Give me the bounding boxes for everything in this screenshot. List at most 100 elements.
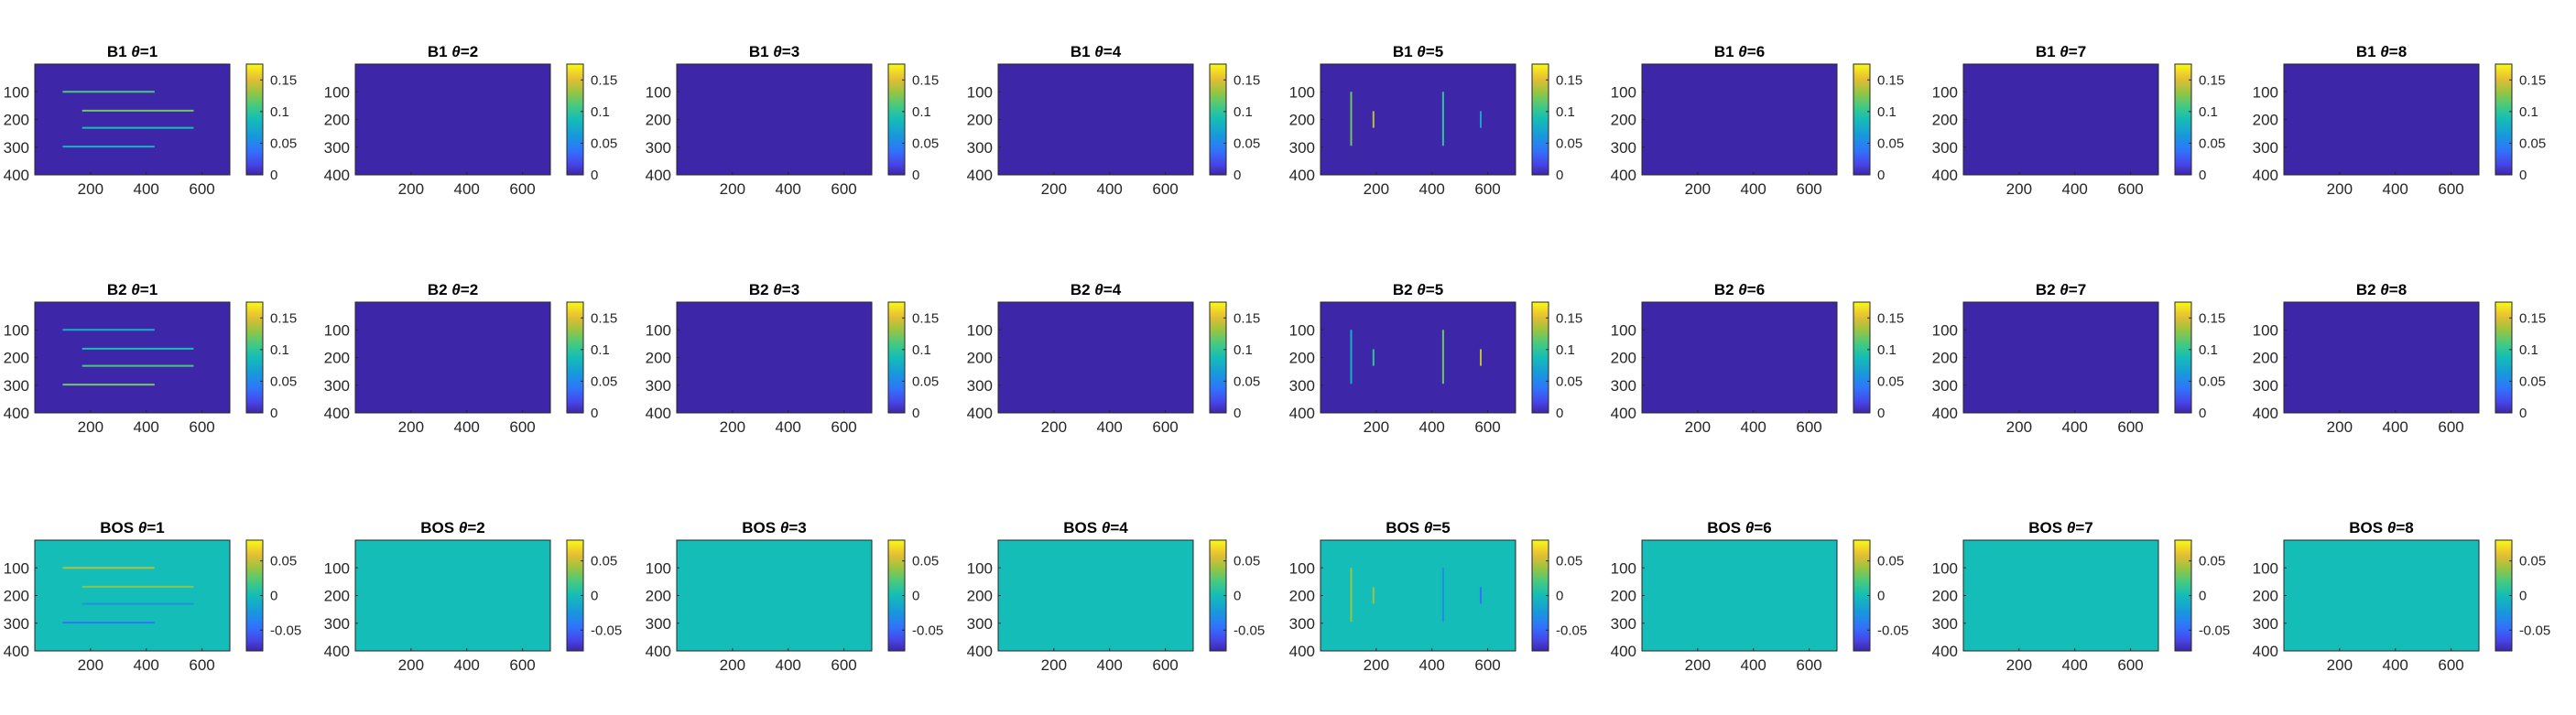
y-tick-label: 200 <box>1289 350 1315 367</box>
y-tick-label: 300 <box>967 139 993 157</box>
y-tick-label: 300 <box>1289 377 1315 395</box>
y-tick-label: 400 <box>1611 167 1636 184</box>
panel-title: B2 θ=1 <box>107 281 158 298</box>
y-tick-label: 300 <box>324 615 350 633</box>
y-tick-label: 200 <box>4 588 29 605</box>
x-tick-label: 200 <box>78 656 103 674</box>
y-tick-label: 200 <box>1932 350 1958 367</box>
colorbar-tick-label: 0.05 <box>1877 554 1904 569</box>
x-tick-label: 400 <box>1741 656 1766 674</box>
y-tick-label: 100 <box>324 559 350 577</box>
y-tick-label: 400 <box>2253 167 2278 184</box>
x-tick-label: 600 <box>1474 418 1500 436</box>
y-tick-label: 400 <box>1611 643 1636 660</box>
panel-b1-theta-1: B1 θ=1 200 400 600 100 200 300 400 0.15 0.1 0.05 0 <box>4 43 298 198</box>
x-tick-label: 200 <box>1364 656 1389 674</box>
y-tick-label: 100 <box>967 559 993 577</box>
x-tick-label: 200 <box>2006 180 2032 198</box>
y-tick-label: 100 <box>4 321 29 339</box>
colorbar-frame <box>566 301 584 414</box>
y-tick-label: 300 <box>1932 377 1958 395</box>
y-tick-label: 100 <box>1289 321 1315 339</box>
y-tick-label: 300 <box>324 377 350 395</box>
y-tick-label: 200 <box>2253 588 2278 605</box>
colorbar-tick-label: 0.15 <box>591 72 617 88</box>
colorbar-frame <box>2494 301 2513 414</box>
colorbar-tick-label: 0.1 <box>1234 342 1253 358</box>
colorbar-tick-label: 0.1 <box>1877 104 1897 120</box>
heatmap-background <box>2284 64 2479 175</box>
heatmap-background <box>998 64 1193 175</box>
colorbar-tick-label: 0.15 <box>1556 310 1582 326</box>
panel-title: BOS θ=8 <box>2349 519 2413 536</box>
colorbar <box>2175 64 2191 175</box>
heatmap-background <box>1321 540 1516 651</box>
panel-b2-theta-1: B2 θ=1 200 400 600 100 200 300 400 0.15 0.1 0.05 0 <box>4 281 298 436</box>
colorbar-tick-label: 0.05 <box>1877 374 1904 389</box>
x-tick-label: 600 <box>189 656 214 674</box>
y-tick-label: 200 <box>646 112 671 129</box>
colorbar <box>567 64 583 175</box>
colorbar-tick-label: 0.05 <box>912 554 939 569</box>
x-tick-label: 400 <box>776 180 801 198</box>
y-tick-label: 300 <box>646 615 671 633</box>
y-tick-label: 400 <box>967 643 993 660</box>
x-tick-label: 600 <box>1152 418 1178 436</box>
colorbar-tick-label: 0 <box>1556 168 1563 183</box>
panel-b2-theta-8: B2 θ=8 200 400 600 100 200 300 400 0.15 0.1 0.05 0 <box>2253 281 2547 436</box>
y-tick-label: 100 <box>646 83 671 101</box>
y-tick-label: 100 <box>4 559 29 577</box>
x-tick-label: 600 <box>1474 180 1500 198</box>
x-tick-label: 600 <box>2117 180 2143 198</box>
panel-bos-theta-4: BOS θ=4 200 400 600 100 200 300 400 0.05 0 -0.05 <box>967 519 1266 674</box>
panel-title: B1 θ=7 <box>2036 43 2086 60</box>
x-tick-label: 400 <box>2062 418 2088 436</box>
colorbar-tick-label: 0.1 <box>591 104 610 120</box>
panel-bos-theta-7: BOS θ=7 200 400 600 100 200 300 400 0.05 0 -0.05 <box>1932 519 2231 674</box>
colorbar-frame <box>2174 301 2192 414</box>
colorbar-tick-label: 0.15 <box>270 310 297 326</box>
x-tick-label: 200 <box>1364 418 1389 436</box>
y-tick-label: 300 <box>324 139 350 157</box>
x-tick-label: 200 <box>78 418 103 436</box>
x-tick-label: 400 <box>776 656 801 674</box>
panel-b2-theta-3: B2 θ=3 200 400 600 100 200 300 400 0.15 0.1 0.05 0 <box>646 281 940 436</box>
colorbar-tick-label: -0.05 <box>591 623 622 638</box>
heatmap-background <box>2284 540 2479 651</box>
heatmap-background <box>355 302 550 413</box>
y-tick-label: 300 <box>4 139 29 157</box>
colorbar-tick-label: 0.05 <box>591 135 617 151</box>
colorbar-tick-label: 0.05 <box>912 135 939 151</box>
colorbar-tick-label: 0.05 <box>591 554 617 569</box>
x-tick-label: 600 <box>1474 656 1500 674</box>
colorbar-tick-label: 0 <box>1877 406 1885 421</box>
colorbar <box>246 64 263 175</box>
colorbar-tick-label: 0.05 <box>270 554 297 569</box>
y-tick-label: 100 <box>1932 83 1958 101</box>
y-tick-label: 400 <box>1289 643 1315 660</box>
x-tick-label: 600 <box>1796 418 1821 436</box>
x-tick-label: 600 <box>509 180 535 198</box>
panel-bos-theta-2: BOS θ=2 200 400 600 100 200 300 400 0.05 0 -0.05 <box>324 519 623 674</box>
colorbar <box>888 64 905 175</box>
panel-title: BOS θ=2 <box>420 519 484 536</box>
colorbar-frame <box>245 63 264 176</box>
colorbar-tick-label: 0 <box>2519 589 2527 604</box>
x-tick-label: 400 <box>454 656 480 674</box>
y-tick-label: 100 <box>1932 321 1958 339</box>
colorbar-tick-label: 0 <box>912 406 919 421</box>
y-tick-label: 200 <box>1289 588 1315 605</box>
x-tick-label: 200 <box>720 180 745 198</box>
colorbar-tick-label: 0 <box>912 168 919 183</box>
colorbar-tick-label: 0.05 <box>1234 554 1260 569</box>
y-tick-label: 400 <box>4 405 29 422</box>
colorbar-tick-label: -0.05 <box>2199 623 2230 638</box>
x-tick-label: 400 <box>1097 418 1123 436</box>
colorbar-tick-label: 0.1 <box>912 104 931 120</box>
colorbar-tick-label: 0.05 <box>1234 135 1260 151</box>
y-tick-label: 400 <box>1611 405 1636 422</box>
x-tick-label: 600 <box>831 180 856 198</box>
panel-b1-theta-8: B1 θ=8 200 400 600 100 200 300 400 0.15 0.1 0.05 0 <box>2253 43 2547 198</box>
colorbar <box>2495 540 2512 651</box>
colorbar-tick-label: 0.15 <box>912 310 939 326</box>
